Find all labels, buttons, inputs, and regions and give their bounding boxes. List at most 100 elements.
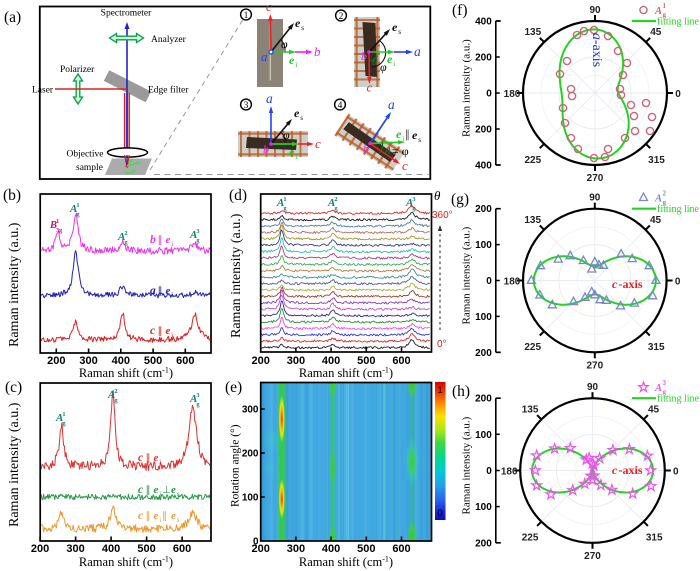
svg-text:225: 225 [524, 342, 541, 353]
svg-text:i: i [159, 491, 161, 498]
svg-text:0: 0 [253, 537, 259, 548]
svg-text:e: e [154, 452, 159, 464]
svg-text:1: 1 [76, 202, 79, 209]
svg-text:Raman intensity (a.u.): Raman intensity (a.u.) [461, 226, 473, 324]
svg-text:s: s [301, 23, 304, 32]
svg-text:b: b [150, 234, 156, 246]
svg-text:0: 0 [673, 467, 679, 478]
svg-text:100: 100 [475, 430, 492, 441]
svg-text:g: g [283, 205, 287, 212]
svg-text:Raman shift (cm-1): Raman shift (cm-1) [299, 366, 393, 381]
svg-text:90: 90 [589, 5, 601, 16]
svg-text:Objective: Objective [67, 150, 104, 160]
svg-text:200: 200 [475, 348, 492, 359]
svg-text:∥: ∥ [158, 286, 163, 297]
svg-text:c: c [402, 158, 408, 173]
svg-text:b: b [363, 142, 369, 156]
svg-text:∥: ∥ [146, 511, 151, 522]
svg-text:= φ: = φ [392, 144, 409, 158]
svg-text:e: e [295, 16, 301, 30]
svg-text:270: 270 [584, 551, 601, 562]
svg-text:B: B [49, 220, 57, 231]
svg-text:3: 3 [196, 392, 199, 399]
svg-text:3g: 3g [56, 228, 62, 234]
svg-text:200: 200 [252, 543, 270, 555]
svg-text:135: 135 [522, 405, 539, 416]
svg-text:⊥: ⊥ [162, 485, 171, 496]
svg-text:c: c [150, 325, 155, 337]
svg-text:300: 300 [79, 355, 97, 367]
svg-text:c: c [138, 484, 143, 496]
svg-text:A: A [405, 197, 413, 209]
svg-text:fitting line: fitting line [657, 394, 700, 405]
svg-text:s: s [300, 113, 303, 122]
svg-text:fitting line: fitting line [657, 17, 700, 28]
svg-text:c: c [367, 80, 373, 95]
svg-text:g: g [114, 397, 118, 404]
svg-text:135: 135 [524, 215, 541, 226]
svg-text:400: 400 [475, 161, 492, 172]
svg-text:0: 0 [486, 276, 492, 287]
svg-text:A: A [189, 393, 197, 405]
svg-text:e: e [387, 52, 393, 66]
svg-text:Edge filter: Edge filter [148, 85, 189, 96]
svg-text:2: 2 [114, 388, 117, 395]
svg-text:∥: ∥ [158, 235, 163, 246]
svg-text:θ: θ [372, 56, 378, 68]
svg-text:sample: sample [76, 163, 103, 173]
svg-text:a: a [266, 91, 273, 106]
svg-text:100: 100 [475, 240, 492, 251]
svg-text:200: 200 [31, 543, 49, 555]
svg-text:A: A [654, 383, 662, 394]
svg-text:1: 1 [244, 11, 249, 21]
svg-text:500: 500 [357, 543, 375, 555]
svg-text:g: g [62, 420, 66, 427]
svg-text:Raman shift (cm-1): Raman shift (cm-1) [79, 366, 173, 381]
svg-text:200: 200 [252, 355, 270, 367]
svg-text:(a): (a) [4, 9, 21, 26]
svg-text:s: s [177, 517, 180, 524]
svg-text:Polarizer: Polarizer [60, 65, 95, 75]
svg-text:e: e [412, 128, 418, 142]
svg-text:a: a [150, 285, 156, 297]
svg-text:1: 1 [663, 2, 667, 10]
svg-text:100: 100 [475, 312, 492, 323]
svg-text:A: A [654, 6, 662, 17]
svg-text:e: e [154, 484, 159, 496]
svg-text:i: i [159, 459, 161, 466]
svg-text:3: 3 [412, 196, 415, 203]
svg-text:a: a [261, 49, 268, 64]
svg-text:270: 270 [587, 173, 604, 184]
svg-text:c: c [266, 0, 272, 14]
svg-text:c: c [315, 136, 321, 151]
svg-text:g: g [663, 199, 667, 207]
svg-text:i: i [171, 241, 173, 248]
svg-text:φ: φ [283, 128, 290, 142]
svg-text:g: g [196, 401, 200, 408]
svg-text:θ: θ [385, 146, 391, 158]
svg-text:Raman intensity (a.u.): Raman intensity (a.u.) [461, 416, 473, 514]
svg-text:200: 200 [475, 204, 492, 215]
svg-text:e: e [289, 53, 295, 67]
svg-text:-axis: -axis [619, 463, 643, 477]
svg-text:φ: φ [380, 60, 387, 74]
svg-text:180: 180 [501, 467, 518, 478]
svg-text:g: g [663, 11, 667, 19]
svg-text:Spectrometer: Spectrometer [101, 9, 152, 19]
svg-text:500: 500 [144, 355, 162, 367]
svg-text:2: 2 [124, 230, 127, 237]
svg-text:315: 315 [648, 342, 665, 353]
svg-text:s: s [418, 135, 421, 144]
svg-text:600: 600 [392, 355, 410, 367]
svg-text:i: i [171, 332, 173, 339]
svg-text:200: 200 [47, 355, 65, 367]
svg-text:a: a [388, 97, 395, 112]
svg-text:180: 180 [504, 89, 521, 100]
svg-text:c: c [138, 510, 143, 522]
svg-text:(c): (c) [5, 379, 22, 396]
svg-text:1: 1 [283, 196, 286, 203]
svg-text:∥: ∥ [158, 326, 163, 337]
svg-text:A: A [55, 412, 63, 424]
svg-text:Rotation angle (°): Rotation angle (°) [230, 424, 242, 507]
svg-text:e: e [392, 20, 398, 34]
